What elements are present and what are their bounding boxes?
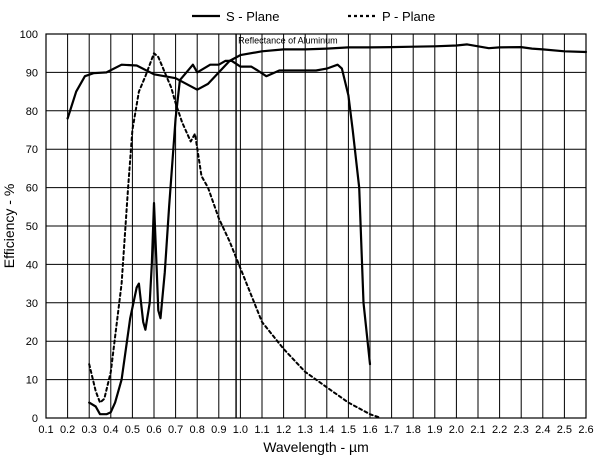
x-tick-label: 0.3 bbox=[82, 424, 97, 436]
series-line-2 bbox=[88, 59, 372, 416]
x-tick-label: 1.1 bbox=[254, 424, 269, 436]
x-tick-label: 2.5 bbox=[557, 424, 572, 436]
x-tick-label: 0.9 bbox=[211, 424, 226, 436]
x-tick-label: 1.7 bbox=[384, 424, 399, 436]
x-tick-label: 0.5 bbox=[125, 424, 140, 436]
series-lines bbox=[66, 43, 588, 419]
x-tick-label: 0.4 bbox=[103, 424, 118, 436]
y-tick-label: 10 bbox=[26, 375, 38, 387]
y-tick-label: 90 bbox=[26, 67, 38, 79]
x-tick-label: 0.2 bbox=[60, 424, 75, 436]
series-line-0 bbox=[66, 43, 588, 120]
legend: S - Plane P - Plane bbox=[192, 9, 435, 24]
x-tick-label: 2.4 bbox=[535, 424, 550, 436]
annotations: Reflectance of Aluminum bbox=[238, 36, 338, 46]
y-tick-labels: 0 10 20 30 40 50 60 70 80 90 100 bbox=[20, 29, 38, 425]
x-tick-label: 2.1 bbox=[470, 424, 485, 436]
x-tick-label: 1.0 bbox=[233, 424, 248, 436]
y-tick-label: 70 bbox=[26, 144, 38, 156]
plot-frame bbox=[45, 33, 587, 419]
series-line-1 bbox=[88, 52, 382, 419]
y-tick-label: 40 bbox=[26, 259, 38, 271]
x-tick-label: 1.2 bbox=[276, 424, 291, 436]
x-tick-label: 1.4 bbox=[319, 424, 334, 436]
x-tick-label: 0.8 bbox=[190, 424, 205, 436]
x-tick-label: 2.6 bbox=[578, 424, 593, 436]
x-tick-label: 1.6 bbox=[362, 424, 377, 436]
x-tick-label: 0.6 bbox=[146, 424, 161, 436]
y-tick-label: 20 bbox=[26, 336, 38, 348]
x-tick-labels: 0.1 0.2 0.3 0.4 0.5 0.6 0.7 0.8 0.9 1.0 1.1 1.2 1.3 1… bbox=[38, 424, 593, 436]
y-tick-label: 50 bbox=[26, 221, 38, 233]
legend-label-1: P - Plane bbox=[382, 9, 435, 24]
x-tick-label: 0.7 bbox=[168, 424, 183, 436]
legend-label-0: S - Plane bbox=[226, 9, 279, 24]
x-axis-label: Wavelength - µm bbox=[263, 439, 369, 455]
annotation-label: Reflectance of Aluminum bbox=[238, 36, 338, 46]
x-tick-label: 2.2 bbox=[492, 424, 507, 436]
x-tick-label: 1.5 bbox=[341, 424, 356, 436]
y-tick-label: 60 bbox=[26, 183, 38, 195]
x-tick-label: 0.1 bbox=[38, 424, 53, 436]
y-tick-label: 100 bbox=[20, 29, 38, 41]
grid-lines bbox=[45, 33, 587, 419]
y-axis-label: Efficiency - % bbox=[1, 184, 17, 269]
x-tick-label: 1.9 bbox=[427, 424, 442, 436]
x-tick-label: 2.3 bbox=[514, 424, 529, 436]
x-tick-label: 2.0 bbox=[449, 424, 464, 436]
y-tick-label: 80 bbox=[26, 106, 38, 118]
y-tick-label: 30 bbox=[26, 298, 38, 310]
y-tick-label: 0 bbox=[32, 413, 38, 425]
x-tick-label: 1.3 bbox=[298, 424, 313, 436]
x-tick-label: 1.8 bbox=[406, 424, 421, 436]
